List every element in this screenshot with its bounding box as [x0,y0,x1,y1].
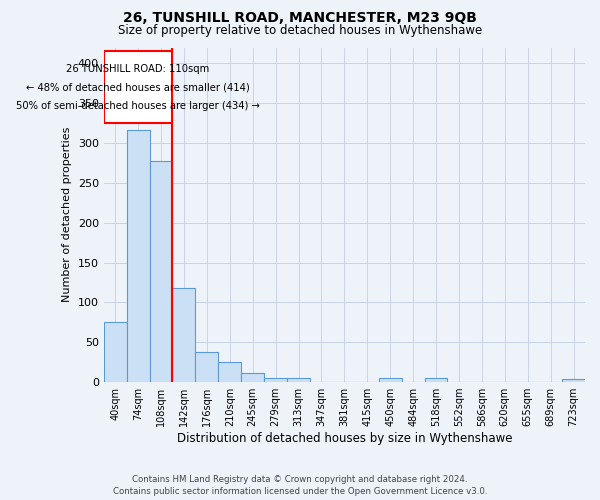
Bar [425,378,448,382]
Text: Contains HM Land Registry data © Crown copyright and database right 2024.
Contai: Contains HM Land Registry data © Crown c… [113,474,487,496]
Text: ← 48% of detached houses are smaller (414): ← 48% of detached houses are smaller (41… [26,82,250,92]
Bar [218,362,241,382]
Bar [127,130,149,382]
Text: 26 TUNSHILL ROAD: 110sqm: 26 TUNSHILL ROAD: 110sqm [67,64,210,74]
Bar [264,378,287,382]
Bar [196,352,218,382]
FancyBboxPatch shape [104,52,172,123]
Text: Size of property relative to detached houses in Wythenshawe: Size of property relative to detached ho… [118,24,482,37]
Text: 26, TUNSHILL ROAD, MANCHESTER, M23 9QB: 26, TUNSHILL ROAD, MANCHESTER, M23 9QB [123,11,477,25]
Bar [172,288,196,382]
Bar [287,378,310,382]
Y-axis label: Number of detached properties: Number of detached properties [62,127,72,302]
Bar [379,378,401,382]
Bar [149,162,172,382]
Text: 50% of semi-detached houses are larger (434) →: 50% of semi-detached houses are larger (… [16,101,260,111]
Bar [104,322,127,382]
Bar [241,374,264,382]
X-axis label: Distribution of detached houses by size in Wythenshawe: Distribution of detached houses by size … [176,432,512,445]
Bar [562,379,585,382]
